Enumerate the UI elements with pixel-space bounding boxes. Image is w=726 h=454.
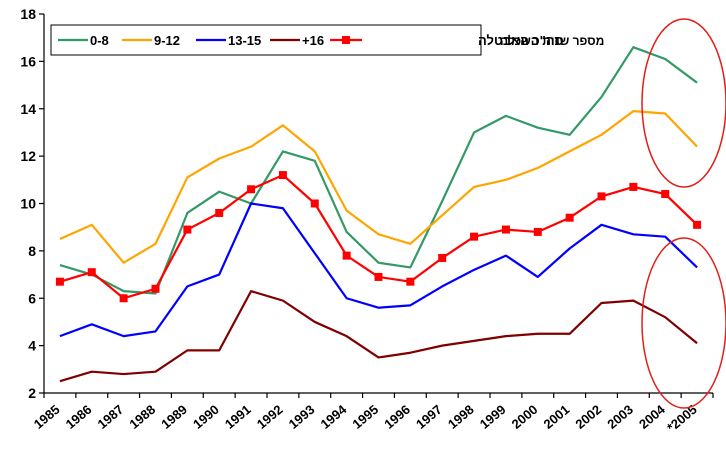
y-tick-label: 14	[20, 101, 36, 117]
x-tick-label: 1998	[445, 402, 477, 432]
legend-title: מספר שנות השכלה	[500, 34, 604, 48]
data-point-marker	[565, 213, 574, 222]
x-tick-label: *2005	[664, 402, 700, 435]
data-point-marker	[278, 171, 287, 180]
y-axis-ticks: 2 4 6 8 10 12 14 16 18	[20, 6, 44, 401]
legend-label: 13-15	[228, 33, 261, 48]
series-line	[59, 110, 698, 264]
data-point-marker	[661, 190, 670, 199]
y-tick-label: 10	[20, 196, 36, 212]
y-tick-label: 6	[28, 290, 36, 306]
series-2	[59, 202, 698, 338]
x-tick-label: 2002	[572, 402, 604, 432]
legend-label: 9-12	[154, 33, 180, 48]
legend-label: סה"כ האבטלה	[478, 33, 564, 48]
y-tick-label: 8	[28, 243, 36, 259]
legend-marker	[342, 36, 350, 44]
x-tick-label: 1993	[286, 402, 318, 432]
y-tick-label: 4	[28, 338, 36, 354]
y-tick-label: 18	[20, 6, 36, 22]
x-tick-label: 1997	[413, 402, 445, 432]
data-point-marker	[374, 272, 383, 281]
annotations	[641, 18, 726, 409]
series-line	[59, 290, 698, 383]
legend: מספר שנות השכלה 0-8 9-12 13-15 +16 סה"כ האבט…	[50, 24, 604, 56]
data-point-marker	[629, 182, 638, 191]
data-point-marker	[183, 225, 192, 234]
legend-label: 0-8	[90, 33, 109, 48]
x-tick-label: 1988	[126, 402, 158, 432]
highlight-ellipse-bottom	[641, 237, 726, 409]
x-tick-label: 1986	[63, 402, 95, 432]
series-line	[59, 46, 698, 295]
x-tick-label: 1989	[158, 402, 190, 432]
x-tick-label: 1994	[318, 401, 350, 432]
series-4	[55, 171, 702, 303]
data-point-marker	[55, 277, 64, 286]
y-tick-label: 16	[20, 53, 36, 69]
x-tick-label: 2004	[636, 401, 668, 432]
data-point-marker	[406, 277, 415, 286]
x-tick-label: 1990	[190, 402, 222, 432]
plot-frame	[43, 14, 713, 394]
x-tick-label: 1985	[31, 402, 63, 432]
data-point-marker	[310, 199, 319, 208]
data-point-marker	[533, 227, 542, 236]
data-point-marker	[151, 284, 160, 293]
data-point-marker	[247, 185, 256, 194]
data-point-marker	[215, 208, 224, 217]
x-tick-label: 2001	[541, 402, 573, 432]
x-tick-label: 2003	[604, 402, 636, 432]
data-point-marker	[438, 253, 447, 262]
x-tick-label: 1995	[349, 402, 381, 432]
data-point-marker	[597, 192, 606, 201]
series-3	[59, 290, 698, 383]
x-tick-label: 1996	[381, 402, 413, 432]
legend-box	[50, 24, 482, 56]
legend-label: +16	[302, 33, 324, 48]
x-tick-label: 1991	[222, 402, 254, 432]
data-point-marker	[501, 225, 510, 234]
data-point-marker	[342, 251, 351, 260]
x-tick-label: 2000	[509, 402, 541, 432]
data-point-marker	[470, 232, 479, 241]
data-point-marker	[87, 268, 96, 277]
x-tick-label: 1987	[95, 402, 127, 432]
series-1	[59, 110, 698, 264]
data-point-marker	[693, 220, 702, 229]
series-line	[59, 202, 698, 338]
highlight-ellipse-top	[641, 18, 726, 188]
y-tick-label: 2	[28, 385, 36, 401]
data-point-marker	[119, 294, 128, 303]
x-tick-label: 1992	[254, 402, 286, 432]
x-tick-label: 1999	[477, 402, 509, 432]
series-0	[59, 46, 698, 295]
series-layer	[55, 46, 702, 383]
x-axis-ticks: 1985 1986 1987 1988 1989 1990 1991 1992 1993 1994…	[31, 393, 714, 435]
y-tick-label: 12	[20, 148, 36, 164]
